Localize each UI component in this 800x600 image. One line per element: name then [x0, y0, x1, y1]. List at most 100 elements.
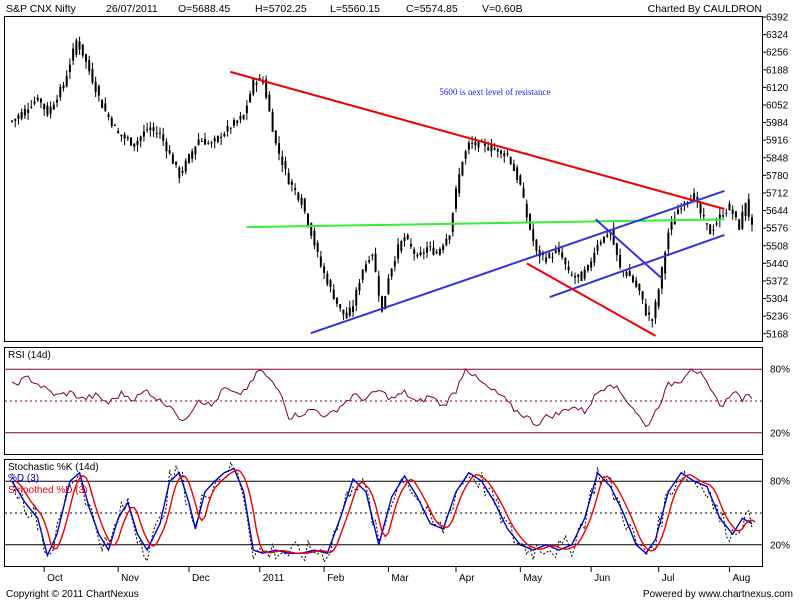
- trendline-green: [246, 218, 725, 229]
- price-bar-body: [693, 193, 696, 201]
- stochastic-smoothed-d-line: [14, 469, 756, 554]
- price-tick-label: 6120: [766, 83, 789, 94]
- price-bar-body: [303, 198, 306, 212]
- price-bar-body: [393, 260, 396, 267]
- header-symbol: S&P CNX Nifty: [6, 3, 77, 15]
- price-bar-body: [91, 69, 94, 83]
- stochastic-d-line: [11, 467, 753, 558]
- price-bar-body: [72, 48, 75, 61]
- price-bar-body: [751, 217, 753, 225]
- rsi-panel-frame: [4, 347, 763, 455]
- price-bar-body: [11, 120, 13, 122]
- price-bar-body: [65, 75, 68, 87]
- price-bar-body: [503, 153, 506, 157]
- price-panel-frame: [4, 16, 763, 342]
- price-bar-body: [577, 274, 580, 278]
- price-bar-body: [557, 247, 560, 253]
- price-bar-body: [419, 252, 422, 256]
- price-bar-body: [30, 106, 33, 108]
- x-tick-label: Dec: [192, 573, 210, 584]
- price-bar-body: [284, 160, 287, 169]
- price-bar-body: [181, 170, 184, 173]
- price-bar-body: [139, 136, 142, 141]
- stochastic-tick-label: 80%: [770, 477, 790, 488]
- price-bar-body: [274, 130, 277, 144]
- price-bar-body: [162, 134, 165, 141]
- price-bar-body: [699, 202, 702, 214]
- price-bar-body: [570, 274, 573, 276]
- price-bar-body: [551, 257, 554, 259]
- price-bar-body: [197, 139, 200, 145]
- price-bar-body: [326, 273, 329, 285]
- price-bar-body: [332, 289, 335, 300]
- price-bar-body: [36, 97, 39, 101]
- price-bar-body: [741, 211, 744, 229]
- price-bar-body: [458, 174, 461, 194]
- price-tick-label: 5644: [766, 206, 789, 217]
- x-tick-label: Jun: [594, 573, 610, 584]
- price-bar-body: [744, 202, 747, 217]
- rsi-axis: 80% 20%: [5, 365, 790, 439]
- price-bar-body: [667, 232, 670, 250]
- price-bar-body: [426, 247, 429, 253]
- price-bar-body: [377, 276, 380, 296]
- price-bar-body: [358, 283, 361, 291]
- price-bar-body: [120, 134, 123, 137]
- price-bar-body: [477, 140, 480, 148]
- x-tick-label: May: [523, 573, 542, 584]
- x-tick-label: Mar: [391, 573, 409, 584]
- price-tick-label: 5848: [766, 153, 789, 164]
- price-bar-body: [387, 278, 390, 294]
- price-bar-body: [532, 229, 535, 241]
- price-bar-body: [728, 203, 731, 211]
- price-axis: 6392 6324 6256 6188 6120 6052 5984 5916 5848 5780…: [762, 13, 789, 340]
- price-bar-body: [184, 160, 187, 172]
- price-bar-body: [268, 94, 271, 112]
- price-tick-label: 5372: [766, 276, 789, 287]
- price-tick-label: 5712: [766, 188, 789, 199]
- price-tick-label: 5916: [766, 136, 789, 147]
- price-bar-body: [512, 163, 515, 171]
- rsi-series: [11, 367, 753, 428]
- rsi-title: RSI (14d): [8, 350, 51, 361]
- price-bar-body: [300, 197, 303, 205]
- price-bar-body: [191, 151, 194, 159]
- price-bar-body: [14, 118, 17, 121]
- price-tick-label: 5168: [766, 329, 789, 340]
- price-bar-body: [487, 147, 490, 151]
- price-bar-body: [130, 137, 133, 146]
- price-bar-body: [165, 141, 168, 152]
- price-bar-body: [220, 136, 223, 139]
- price-bar-body: [216, 135, 219, 142]
- price-bar-body: [467, 142, 470, 150]
- price-bar-body: [294, 188, 297, 191]
- price-bar-body: [81, 44, 84, 56]
- price-bar-body: [509, 157, 512, 165]
- stochastic-k-line: [11, 460, 753, 564]
- price-bar-body: [374, 253, 377, 272]
- price-bar-body: [178, 167, 181, 178]
- price-bar-body: [464, 151, 467, 159]
- price-bar-body: [101, 99, 104, 109]
- header-close: C=5574.85: [406, 3, 458, 15]
- price-bar-body: [319, 256, 322, 267]
- price-bar-body: [635, 280, 638, 287]
- price-bar-body: [342, 309, 345, 315]
- trendline-blue: [595, 218, 664, 280]
- price-bar-body: [117, 130, 120, 134]
- stochastic-series: [11, 460, 756, 564]
- x-tick-label: Jul: [662, 573, 675, 584]
- price-bar-body: [561, 252, 564, 258]
- price-bar-body: [316, 242, 319, 252]
- price-bar-body: [249, 93, 252, 103]
- price-bar-body: [409, 243, 412, 247]
- price-bar-body: [307, 213, 309, 226]
- price-bar-body: [500, 150, 503, 155]
- rsi-line: [11, 367, 753, 428]
- price-bar-body: [654, 301, 657, 319]
- price-bar-body: [641, 291, 644, 300]
- price-bar-body: [97, 85, 100, 96]
- price-bar-body: [52, 104, 55, 110]
- price-bar-body: [152, 126, 155, 132]
- trendline-red: [526, 262, 656, 337]
